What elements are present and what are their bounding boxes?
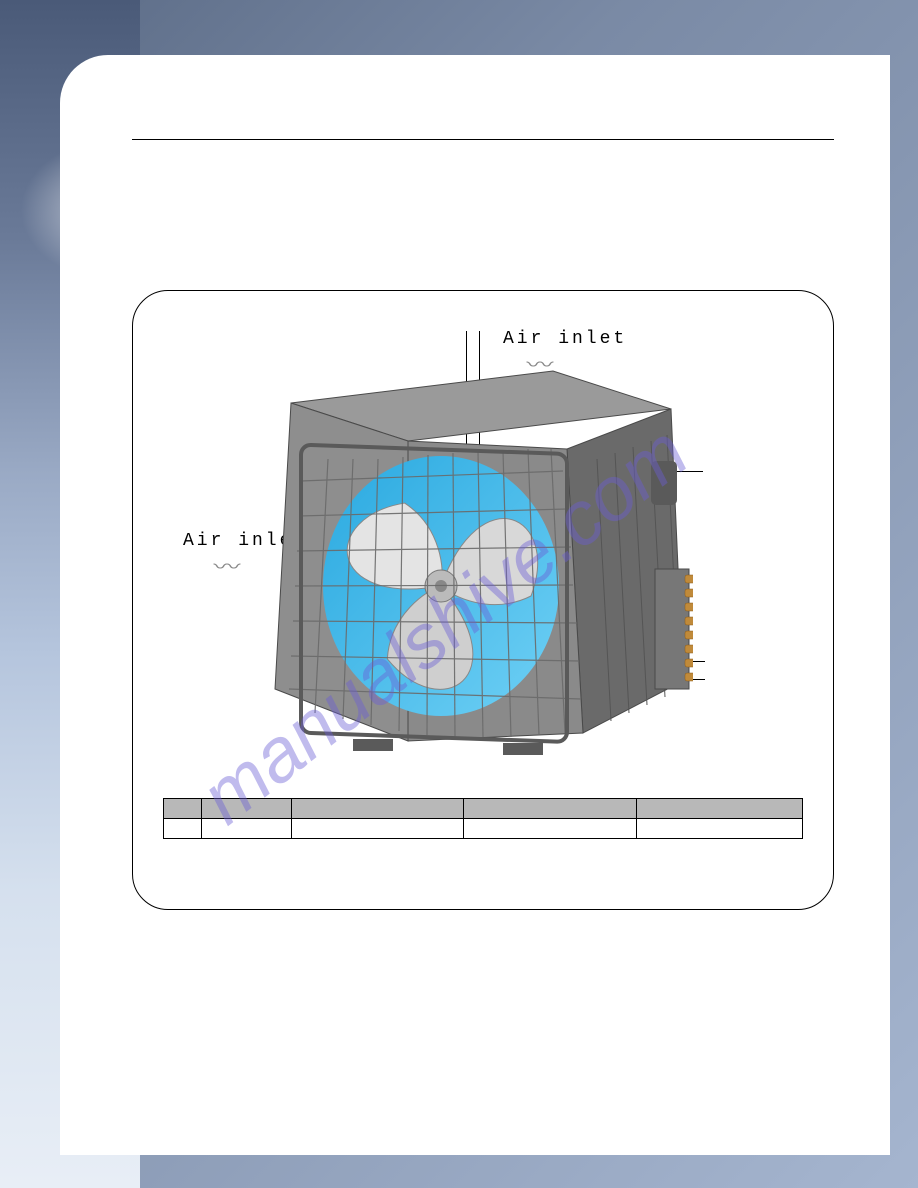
table-cell <box>464 819 637 839</box>
parts-table <box>163 798 803 839</box>
document-page: Air inlet 〰 Air inlet 〰 Air outlet <box>60 55 890 1155</box>
horizontal-rule <box>132 139 834 140</box>
table-cell <box>202 819 291 839</box>
diagram-frame: Air inlet 〰 Air inlet 〰 Air outlet <box>132 290 834 910</box>
table-header <box>164 799 202 819</box>
table-cell <box>164 819 202 839</box>
table-header-row <box>164 799 803 819</box>
table-header <box>291 799 464 819</box>
table-header <box>636 799 802 819</box>
wind-icon: 〰 <box>214 553 241 579</box>
table-cell <box>636 819 802 839</box>
table-cell <box>291 819 464 839</box>
table-row <box>164 819 803 839</box>
table-header <box>202 799 291 819</box>
table-header <box>464 799 637 819</box>
valve-block <box>655 569 693 689</box>
ac-unit-diagram <box>253 341 693 761</box>
